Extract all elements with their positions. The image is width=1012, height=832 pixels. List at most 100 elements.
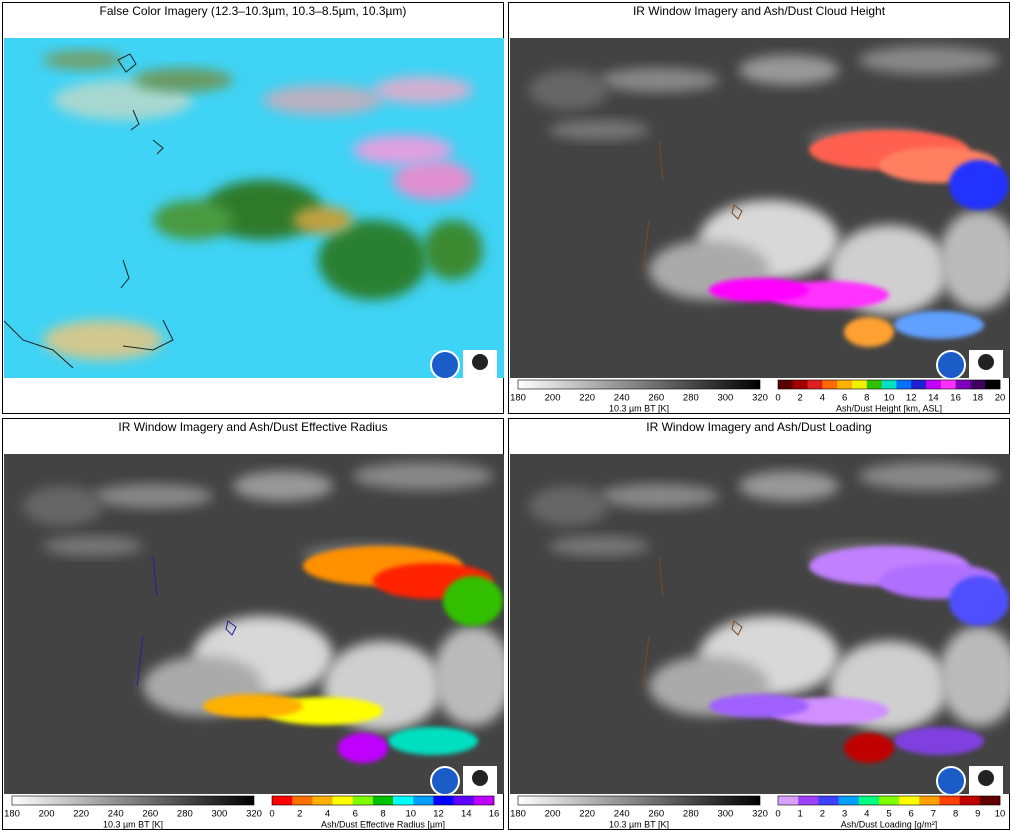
- colorbar-tick-label: 4: [820, 393, 825, 404]
- colorbar-tick-label: 6: [909, 809, 914, 820]
- colorbar-gradient: [517, 379, 761, 390]
- colorbar-tick-label: 10: [405, 809, 416, 820]
- colorbar-tick-label: 260: [142, 809, 158, 820]
- colorbar-cell: [837, 380, 853, 389]
- cloud: [353, 462, 493, 490]
- colorbar-cell: [778, 380, 794, 389]
- cloud: [43, 50, 123, 70]
- colorbar: 0 2 4 6 8 10 12 14 16 18 20 Ash/Dust Height [km, AS…: [775, 379, 1005, 413]
- colorbar-cell: [352, 796, 374, 805]
- colorbar-cell: [979, 796, 1001, 805]
- ash-retrieval: [844, 317, 894, 347]
- colorbar-tick-label: 320: [752, 393, 768, 404]
- colorbar-cell: [852, 380, 868, 389]
- panel-title: False Color Imagery (12.3–10.3µm, 10.3–8…: [100, 4, 407, 18]
- colorbar-cell: [919, 796, 940, 805]
- colorbar-cell: [778, 796, 799, 805]
- colorbar-tick-label: 8: [864, 393, 869, 404]
- colorbar: 180 200 220 240 260 280 300 320 10.3 µm BT [K]: [510, 379, 768, 413]
- colorbar-tick-label: 280: [683, 393, 699, 404]
- colorbar-frame: [271, 795, 495, 806]
- coastline: [642, 555, 743, 687]
- colorbar-tick-label: 200: [545, 393, 561, 404]
- colorbar-tick-label: 5: [886, 809, 891, 820]
- cimss-logo-mark: [472, 354, 488, 370]
- colorbar-tick-label: 12: [906, 393, 917, 404]
- colorbar-tick-label: 0: [775, 809, 780, 820]
- cloud: [433, 626, 504, 726]
- colorbar-tick-label: 8: [380, 809, 385, 820]
- ash-retrieval: [844, 733, 894, 763]
- colorbar-gradient: [11, 795, 255, 806]
- colorbar-cell: [792, 380, 808, 389]
- colorbar-tick-label: 300: [717, 393, 733, 404]
- colorbar-cell: [822, 380, 838, 389]
- colorbar-tick-label: 9: [975, 809, 980, 820]
- colorbar-tick-label: 2: [820, 809, 825, 820]
- colorbar-tick-label: 4: [864, 809, 869, 820]
- panel: IR Window Imagery and Ash/Dust Effective…: [2, 418, 504, 830]
- colorbar-tick-label: 2: [798, 393, 803, 404]
- colorbar-cell: [959, 796, 981, 805]
- colorbar-gradient: [517, 795, 761, 806]
- satellite-image: GOES–16 ABI (04/11/2021 – 17:30:30 UTC): [4, 38, 504, 380]
- panel-title: IR Window Imagery and Ash/Dust Cloud Hei…: [633, 4, 886, 18]
- colorbar-label: 10.3 µm BT [K]: [609, 403, 669, 413]
- cloud: [859, 46, 999, 74]
- colorbar: 0 1 2 3 4 5 6 7 8 9 10 Ash/Dust Loading [g/m²]: [775, 795, 1005, 829]
- cloud: [133, 68, 233, 92]
- colorbar-cell: [940, 380, 956, 389]
- satellite-image: GOES–16 ABI (04/11/2021 – 17:30:30 UTC): [510, 38, 1010, 380]
- cloud: [859, 462, 999, 490]
- panel: False Color Imagery (12.3–10.3µm, 10.3–8…: [2, 2, 504, 414]
- colorbar-cell: [433, 796, 454, 805]
- colorbar-cell: [312, 796, 333, 805]
- colorbar-tick-label: 14: [461, 809, 472, 820]
- colorbar-tick-label: 220: [579, 393, 595, 404]
- ash-retrieval: [949, 160, 1009, 210]
- colorbar-tick-label: 18: [973, 393, 984, 404]
- cloud: [373, 76, 473, 104]
- colorbar: 180 200 220 240 260 280 300 320 10.3 µm BT [K]: [510, 795, 768, 829]
- colorbar-cell: [292, 796, 313, 805]
- colorbar-tick-label: 16: [950, 393, 961, 404]
- ash-retrieval: [388, 727, 478, 755]
- colorbar-tick-label: 1: [798, 809, 803, 820]
- colorbar-cell: [413, 796, 434, 805]
- colorbar-tick-label: 200: [39, 809, 55, 820]
- cloud: [529, 70, 609, 110]
- cloud: [393, 160, 473, 200]
- colorbar-tick-label: 240: [108, 809, 124, 820]
- colorbar-tick-label: 12: [433, 809, 444, 820]
- colorbar-cell: [818, 796, 839, 805]
- colorbar-tick-label: 3: [842, 809, 847, 820]
- colorbar-tick-label: 2: [297, 809, 302, 820]
- colorbar-tick-label: 300: [717, 809, 733, 820]
- cloud: [318, 220, 428, 300]
- cloud: [263, 85, 383, 115]
- colorbar: 180 200 220 240 260 280 300 320 10.3 µm BT [K]: [4, 795, 262, 829]
- cloud: [293, 206, 353, 234]
- colorbar-frame: [777, 379, 1001, 390]
- colorbar-frame: [777, 795, 1001, 806]
- cloud: [423, 220, 483, 280]
- colorbar-cell: [393, 796, 414, 805]
- colorbar-cell: [807, 380, 823, 389]
- ash-retrieval: [443, 576, 503, 626]
- colorbar-cell: [955, 380, 971, 389]
- cloud: [599, 68, 719, 92]
- cloud: [739, 471, 839, 501]
- colorbar-cell: [939, 796, 960, 805]
- colorbar-cell: [896, 380, 912, 389]
- colorbar-cell: [970, 380, 986, 389]
- cloud: [93, 484, 213, 508]
- cloud: [939, 626, 1010, 726]
- panel-title: IR Window Imagery and Ash/Dust Effective…: [118, 420, 387, 434]
- panel: IR Window Imagery and Ash/Dust Cloud Hei…: [508, 2, 1010, 414]
- cimss-logo-mark: [978, 770, 994, 786]
- colorbar-tick-label: 280: [177, 809, 193, 820]
- cimss-logo-mark: [978, 354, 994, 370]
- ash-retrieval: [709, 694, 809, 718]
- colorbar-cell: [911, 380, 927, 389]
- colorbar-label: Ash/Dust Loading [g/m²]: [841, 819, 938, 829]
